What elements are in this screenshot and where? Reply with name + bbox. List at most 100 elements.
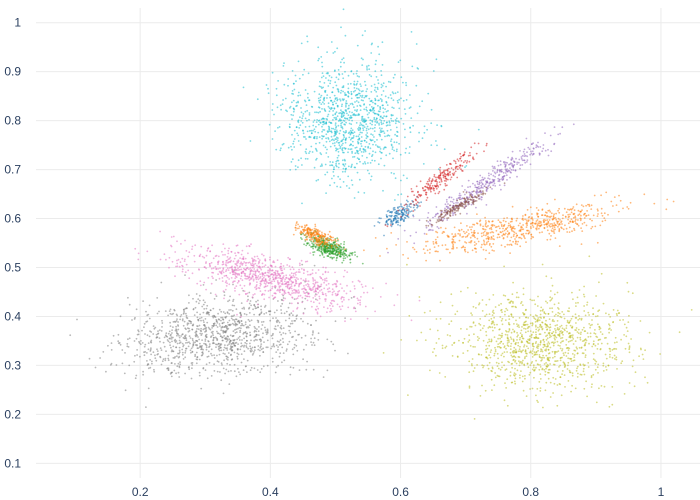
scatter-point [508, 243, 511, 246]
scatter-point [577, 209, 580, 212]
scatter-point [255, 284, 258, 286]
scatter-point [258, 261, 261, 263]
scatter-point [200, 245, 203, 248]
scatter-point [483, 177, 486, 180]
scatter-point [227, 269, 230, 271]
scatter-point [237, 353, 240, 356]
scatter-point [236, 262, 238, 264]
scatter-point [334, 128, 336, 131]
scatter-point [599, 224, 602, 227]
scatter-point [302, 279, 305, 282]
scatter-point [578, 213, 581, 216]
scatter-point [493, 224, 496, 227]
scatter-point [238, 273, 241, 275]
scatter-point [337, 154, 340, 157]
scatter-point [255, 278, 258, 281]
scatter-point [306, 130, 309, 133]
scatter-point [206, 377, 209, 380]
scatter-point [479, 179, 482, 182]
scatter-point [406, 195, 409, 198]
scatter-point [338, 162, 340, 165]
scatter-point [426, 196, 429, 199]
scatter-point [560, 226, 562, 229]
scatter-point [521, 164, 524, 166]
scatter-point [385, 115, 387, 118]
scatter-point [321, 101, 324, 104]
scatter-point [305, 224, 308, 226]
scatter-point [168, 337, 171, 340]
scatter-point [331, 101, 334, 104]
scatter-point [177, 362, 180, 365]
scatter-point [496, 168, 499, 171]
scatter-point [148, 335, 151, 338]
scatter-point [239, 277, 242, 280]
scatter-point [179, 363, 182, 366]
scatter-point [330, 310, 333, 312]
scatter-point [193, 314, 196, 316]
scatter-point [234, 287, 236, 290]
scatter-point [292, 274, 295, 277]
scatter-point [223, 335, 226, 337]
scatter-point [513, 227, 516, 230]
scatter-point [288, 302, 291, 305]
scatter-point [367, 128, 370, 131]
scatter-point [337, 290, 339, 293]
scatter-point [253, 336, 256, 338]
scatter-point [210, 375, 213, 377]
scatter-point [348, 187, 351, 190]
scatter-point [213, 354, 216, 356]
scatter-point [159, 347, 162, 350]
scatter-point [484, 258, 487, 260]
scatter-point [410, 210, 413, 213]
scatter-point [289, 268, 292, 271]
scatter-point [521, 228, 523, 231]
scatter-point [196, 358, 199, 361]
scatter-point [507, 156, 509, 159]
scatter-point [378, 146, 381, 149]
scatter-point [170, 375, 173, 378]
scatter-point [334, 244, 336, 247]
scatter-point [236, 348, 239, 351]
scatter-point [444, 244, 447, 246]
scatter-point [290, 113, 293, 116]
scatter-point [178, 336, 181, 339]
scatter-point [294, 226, 297, 229]
scatter-point [234, 273, 237, 276]
scatter-point [473, 229, 476, 232]
scatter-point [291, 336, 293, 339]
scatter-point [210, 282, 213, 285]
scatter-point [259, 290, 262, 292]
scatter-point [485, 226, 488, 228]
scatter-point [353, 287, 356, 290]
scatter-point [323, 96, 326, 99]
scatter-point [440, 209, 443, 212]
scatter-point [171, 349, 173, 351]
scatter-point [455, 202, 457, 204]
scatter-point [415, 231, 417, 234]
scatter-point [240, 324, 242, 327]
scatter-point [321, 137, 323, 140]
scatter-point [586, 210, 588, 212]
scatter-point [380, 94, 383, 96]
scatter-point [323, 103, 326, 105]
scatter-point [279, 274, 281, 277]
scatter-point [245, 345, 248, 347]
scatter-point [321, 254, 324, 256]
scatter-point [316, 287, 319, 289]
scatter-point [341, 300, 344, 303]
scatter-point [443, 171, 446, 174]
scatter-point [226, 311, 229, 313]
scatter-point [225, 274, 228, 277]
scatter-point [336, 105, 339, 108]
scatter-point [321, 291, 324, 294]
scatter-point [231, 322, 234, 325]
scatter-point [304, 226, 307, 228]
scatter-point [320, 118, 323, 121]
scatter-point [289, 332, 292, 334]
scatter-point [355, 100, 358, 102]
scatter-point [456, 176, 459, 179]
scatter-point [400, 203, 402, 206]
scatter-point [297, 60, 300, 63]
scatter-point [416, 195, 419, 198]
scatter-point [335, 282, 337, 285]
